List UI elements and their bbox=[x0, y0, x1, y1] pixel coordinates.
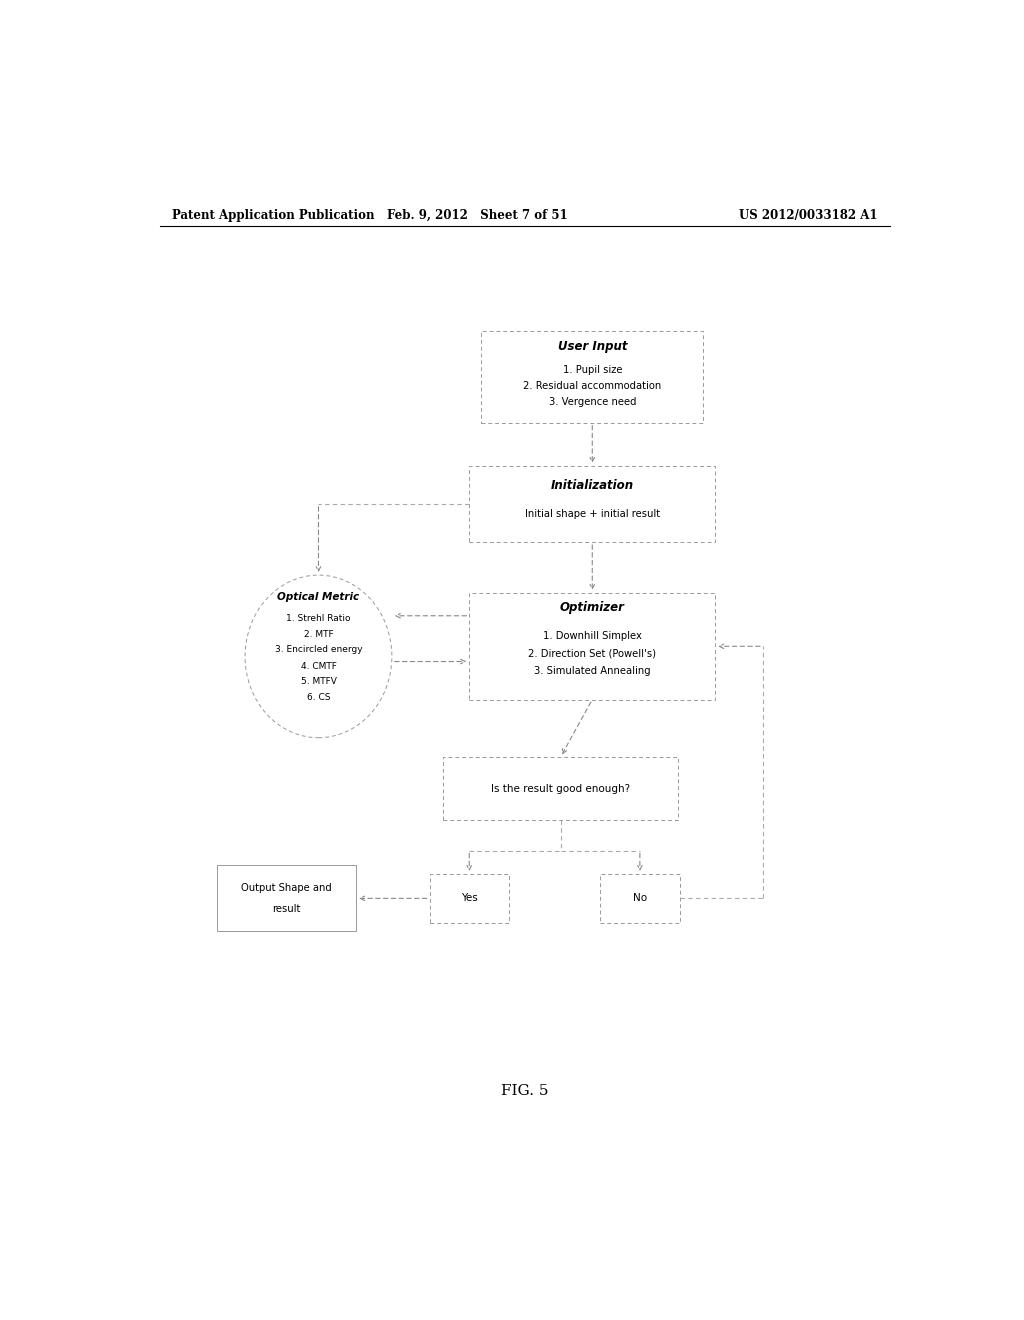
Ellipse shape bbox=[245, 576, 392, 738]
Bar bbox=[469, 593, 715, 700]
Text: Yes: Yes bbox=[461, 894, 477, 903]
Text: 2. Residual accommodation: 2. Residual accommodation bbox=[523, 381, 662, 391]
Text: 2. Direction Set (Powell's): 2. Direction Set (Powell's) bbox=[528, 648, 656, 659]
Bar bbox=[217, 866, 356, 932]
Text: Is the result good enough?: Is the result good enough? bbox=[490, 784, 630, 793]
Text: No: No bbox=[633, 894, 647, 903]
Text: Optical Metric: Optical Metric bbox=[278, 593, 359, 602]
Text: US 2012/0033182 A1: US 2012/0033182 A1 bbox=[739, 209, 878, 222]
Text: FIG. 5: FIG. 5 bbox=[501, 1085, 549, 1098]
Text: Optimizer: Optimizer bbox=[560, 601, 625, 614]
Text: Initialization: Initialization bbox=[551, 479, 634, 492]
Text: 1. Downhill Simplex: 1. Downhill Simplex bbox=[543, 631, 642, 642]
Bar bbox=[481, 331, 703, 422]
Bar bbox=[430, 874, 509, 923]
Text: 1. Pupil size: 1. Pupil size bbox=[562, 364, 622, 375]
Text: User Input: User Input bbox=[557, 341, 627, 352]
Bar bbox=[443, 758, 678, 820]
Text: Feb. 9, 2012   Sheet 7 of 51: Feb. 9, 2012 Sheet 7 of 51 bbox=[387, 209, 567, 222]
Text: Output Shape and: Output Shape and bbox=[242, 883, 332, 894]
Text: Initial shape + initial result: Initial shape + initial result bbox=[524, 510, 659, 519]
Text: 6. CS: 6. CS bbox=[307, 693, 330, 702]
Text: 1. Strehl Ratio: 1. Strehl Ratio bbox=[287, 614, 350, 623]
Text: result: result bbox=[272, 903, 301, 913]
Text: 3. Encircled energy: 3. Encircled energy bbox=[274, 645, 362, 653]
Text: Patent Application Publication: Patent Application Publication bbox=[172, 209, 374, 222]
Text: 3. Vergence need: 3. Vergence need bbox=[549, 397, 636, 408]
Bar bbox=[600, 874, 680, 923]
Text: 3. Simulated Annealing: 3. Simulated Annealing bbox=[534, 665, 650, 676]
Text: 5. MTFV: 5. MTFV bbox=[300, 677, 337, 686]
Text: 2. MTF: 2. MTF bbox=[304, 630, 333, 639]
Bar bbox=[469, 466, 715, 543]
Text: 4. CMTF: 4. CMTF bbox=[300, 663, 337, 671]
